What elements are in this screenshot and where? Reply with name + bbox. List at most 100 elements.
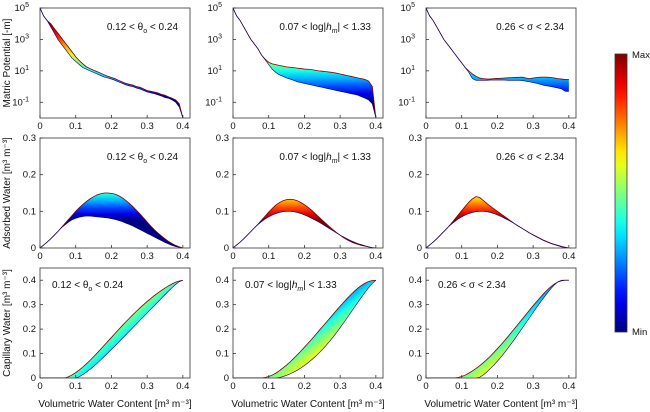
x-tick-label: 0.4 [369, 381, 382, 392]
curve-lower [426, 211, 569, 248]
parameter-range-annotation: 0.07 < log|hm| < 1.33 [279, 22, 371, 35]
y-tick-label: 0 [31, 243, 36, 254]
plot-frame [232, 7, 384, 119]
x-axis-label: Volumetric Water Content [m³ m⁻³] [231, 399, 384, 410]
x-tick-label: 0 [37, 251, 42, 262]
x-tick-label: 0 [230, 251, 235, 262]
panel-r1c0: 0 0.1 0.2 0.3 0.4 0 0.1 0.2 0.3 0.12 < θo < 0.24 [23, 133, 191, 262]
colorbar [614, 53, 628, 333]
y-tick-label: 0.4 [216, 275, 229, 286]
y-tick-label: 10-1 [12, 96, 29, 108]
y-tick-label: 105 [401, 2, 416, 14]
x-tick-label: 0.2 [105, 121, 118, 132]
y-tick-label: 101 [401, 65, 416, 77]
y-tick-label: 0.2 [216, 170, 229, 181]
y-tick-label: 10-1 [398, 96, 415, 108]
y-tick-label: 105 [15, 2, 30, 14]
y-tick-label: 0.3 [23, 133, 36, 144]
plot-frame [232, 137, 384, 249]
x-tick-label: 0.2 [105, 251, 118, 262]
y-tick-label: 0.1 [216, 349, 229, 360]
x-axis-label: Volumetric Water Content [m³ m⁻³] [38, 399, 191, 410]
x-tick-label: 0.4 [562, 381, 575, 392]
x-tick-label: 0.4 [176, 251, 189, 262]
x-tick-label: 0.1 [69, 251, 82, 262]
curve-upper [40, 192, 183, 248]
x-tick-label: 0.4 [369, 251, 382, 262]
x-tick-label: 0.3 [141, 121, 154, 132]
x-tick-label: 0.1 [262, 121, 275, 132]
colored-band [426, 280, 569, 378]
x-tick-label: 0.3 [527, 251, 540, 262]
x-tick-label: 0 [37, 381, 42, 392]
x-tick-label: 0.2 [298, 251, 311, 262]
plot-frame [39, 7, 191, 119]
y-axis-label: Adsorbed Water [m³ m⁻³] [2, 137, 13, 249]
x-tick-label: 0.3 [334, 251, 347, 262]
y-tick-label: 103 [15, 33, 30, 45]
parameter-range-annotation: 0.26 < σ < 2.34 [496, 152, 564, 163]
y-tick-label: 0.3 [409, 300, 422, 311]
x-tick-label: 0.1 [69, 381, 82, 392]
x-tick-label: 0.4 [176, 121, 189, 132]
x-tick-label: 0 [230, 381, 235, 392]
x-tick-label: 0.1 [455, 121, 468, 132]
curve-lower [40, 215, 183, 248]
x-tick-label: 0.4 [562, 251, 575, 262]
curve-upper [233, 279, 376, 378]
curve-upper [40, 279, 183, 378]
plot-frame [425, 7, 577, 119]
x-tick-label: 0.4 [369, 121, 382, 132]
parameter-range-annotation: 0.07 < log|hm| < 1.33 [245, 280, 337, 293]
x-tick-label: 0.3 [334, 121, 347, 132]
y-tick-label: 0 [224, 243, 229, 254]
panel-r0c1: 0 0.1 0.2 0.3 0.4 105 103 101 10-1 0.07 < log|hm|… [205, 2, 384, 132]
y-tick-label: 101 [15, 65, 30, 77]
curve-lower [233, 8, 377, 118]
parameter-range-annotation: 0.07 < log|hm| < 1.33 [279, 152, 371, 165]
y-tick-label: 0 [417, 373, 422, 384]
curve-lower [426, 279, 569, 378]
parameter-range-annotation: 0.12 < θo < 0.24 [52, 280, 124, 293]
x-tick-label: 0.4 [176, 381, 189, 392]
curve-lower [233, 211, 376, 248]
x-tick-label: 0.3 [527, 121, 540, 132]
curve-lower [40, 279, 183, 378]
y-tick-label: 0.2 [23, 324, 36, 335]
y-tick-label: 0.1 [23, 206, 36, 217]
panel-r2c1: 0 0.1 0.2 0.3 0.4 0 0.1 0.2 0.3 0.4 0.07 < log|hm|… [216, 267, 385, 410]
x-tick-label: 0 [230, 121, 235, 132]
x-tick-label: 0 [423, 121, 428, 132]
parameter-range-annotation: 0.12 < θo < 0.24 [107, 152, 179, 165]
y-tick-label: 103 [208, 33, 223, 45]
parameter-range-annotation: 0.26 < σ < 2.34 [496, 22, 564, 33]
plot-frame [425, 137, 577, 249]
panel-r0c2: 0 0.1 0.2 0.3 0.4 105 103 101 10-1 0.26 < σ < 2.3… [398, 2, 577, 132]
plot-frame [39, 137, 191, 249]
colored-band [233, 8, 376, 118]
plot-frame [232, 267, 384, 379]
colored-band [40, 193, 183, 248]
x-tick-label: 0 [423, 381, 428, 392]
colored-band [233, 199, 376, 248]
x-tick-label: 0.2 [298, 381, 311, 392]
parameter-range-annotation: 0.26 < σ < 2.34 [438, 280, 506, 291]
y-tick-label: 0.1 [409, 206, 422, 217]
y-tick-label: 105 [208, 2, 223, 14]
panel-r2c0: 0 0.1 0.2 0.3 0.4 0 0.1 0.2 0.3 0.4 0.12 < θo < 0.… [23, 267, 192, 410]
x-tick-label: 0.2 [105, 381, 118, 392]
y-tick-label: 0 [31, 373, 36, 384]
x-tick-label: 0.2 [298, 121, 311, 132]
panel-r2c2: 0 0.1 0.2 0.3 0.4 0 0.1 0.2 0.3 0.4 0.26 < σ < 2.3… [409, 267, 578, 410]
y-tick-label: 0.4 [23, 275, 36, 286]
parameter-range-annotation: 0.12 < θo < 0.24 [107, 22, 179, 35]
y-tick-label: 0.1 [409, 349, 422, 360]
y-tick-label: 0.2 [216, 324, 229, 335]
panel-r1c2: 0 0.1 0.2 0.3 0.4 0 0.1 0.2 0.3 0.26 < σ < 2.34 [409, 133, 577, 262]
y-tick-label: 0 [224, 373, 229, 384]
y-tick-label: 0.2 [409, 324, 422, 335]
x-tick-label: 0.1 [455, 251, 468, 262]
x-tick-label: 0 [423, 251, 428, 262]
y-tick-label: 0.4 [409, 275, 422, 286]
